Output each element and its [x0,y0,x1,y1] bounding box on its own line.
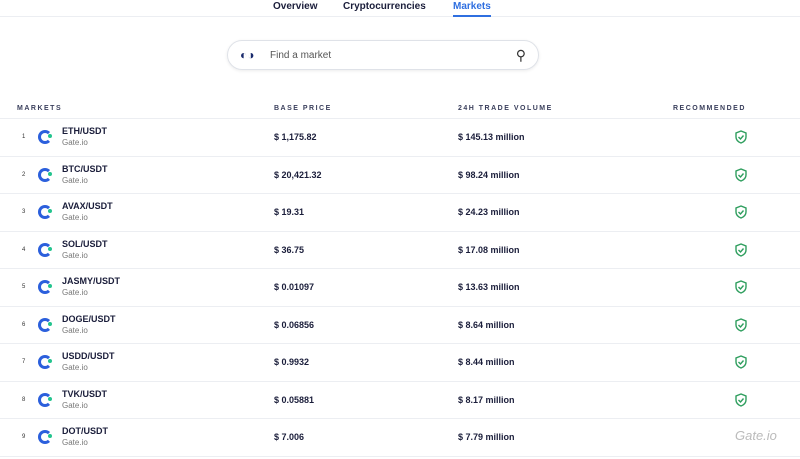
exchange-name: Gate.io [62,250,88,260]
pair-name[interactable]: USDD/USDT [62,351,115,361]
pair-name[interactable]: SOL/USDT [62,238,108,249]
table-header: MARKETS BASE PRICE 24H TRADE VOLUME RECO… [0,105,800,119]
shield-check-icon [735,355,747,369]
exchange-name: Gate.io [62,400,88,410]
shield-check-icon [735,205,747,219]
tab-overview[interactable]: Overview [273,1,318,12]
trade-volume: $ 17.08 million [458,244,520,255]
shield-check-icon [735,242,747,257]
rank: 3 [22,209,26,215]
exchange-icon: ◐◑ [240,48,255,62]
shield-check-icon [735,280,747,294]
base-price: $ 36.75 [274,244,305,255]
table-row[interactable]: 9 DOT/USDT Gate.io $ 7.006 $ 7.79 millio… [0,419,800,457]
exchange-name: Gate.io [62,363,88,372]
base-price: $ 20,421.32 [274,169,322,180]
base-price: $ 1,175.82 [274,132,317,142]
trade-volume: $ 7.79 million [458,432,515,442]
exchange-name: Gate.io [62,325,88,335]
trade-volume: $ 145.13 million [458,132,525,142]
tab-bar: Overview Cryptocurrencies Markets [0,0,800,17]
rank: 7 [22,359,26,365]
rank: 8 [22,396,26,403]
shield-check-icon [735,317,747,332]
header-recommended: RECOMMENDED [673,105,746,112]
header-volume[interactable]: 24H TRADE VOLUME [458,105,553,112]
pair-name[interactable]: ETH/USDT [62,126,107,136]
table-row[interactable]: 2 BTC/USDT Gate.io $ 20,421.32 $ 98.24 m… [0,157,800,194]
exchange-name: Gate.io [62,138,88,147]
trade-volume: $ 8.44 million [458,357,515,367]
table-row[interactable]: 4 SOL/USDT Gate.io $ 36.75 $ 17.08 milli… [0,232,800,269]
pair-name[interactable]: TVK/USDT [62,388,107,399]
trade-volume: $ 8.17 million [458,394,515,405]
gateio-icon [38,280,52,294]
rank: 2 [22,171,26,178]
exchange-name: Gate.io [62,175,88,185]
tab-cryptocurrencies[interactable]: Cryptocurrencies [343,1,426,12]
table-row[interactable]: 7 USDD/USDT Gate.io $ 0.9932 $ 8.44 mill… [0,344,800,382]
pair-name[interactable]: DOGE/USDT [62,313,116,324]
gateio-icon [38,430,52,444]
rank: 4 [22,246,26,253]
table-row[interactable]: 3 AVAX/USDT Gate.io $ 19.31 $ 24.23 mill… [0,194,800,232]
pair-name[interactable]: AVAX/USDT [62,201,113,211]
gateio-icon [38,205,52,219]
trade-volume: $ 24.23 million [458,207,520,217]
gateio-icon [38,317,52,332]
base-price: $ 0.06856 [274,319,315,330]
trade-volume: $ 98.24 million [458,169,520,180]
pair-name[interactable]: JASMY/USDT [62,276,121,286]
table-row[interactable]: 6 DOGE/USDT Gate.io $ 0.06856 $ 8.64 mil… [0,307,800,344]
gateio-icon [38,355,52,369]
tab-markets[interactable]: Markets [453,1,491,17]
exchange-name: Gate.io [62,213,88,222]
base-price: $ 0.05881 [274,394,315,405]
rank: 6 [22,321,26,328]
watermark-logo: Gate.io [735,428,777,443]
header-markets: MARKETS [17,105,63,112]
search-icon[interactable]: ⚲ [515,46,526,63]
rank: 9 [22,434,26,440]
table-row[interactable]: 5 JASMY/USDT Gate.io $ 0.01097 $ 13.63 m… [0,269,800,307]
table-row[interactable]: 8 TVK/USDT Gate.io $ 0.05881 $ 8.17 mill… [0,382,800,419]
rank: 5 [22,284,26,290]
gateio-icon [38,242,52,257]
gateio-icon [38,392,52,407]
pair-name[interactable]: DOT/USDT [62,426,108,436]
trade-volume: $ 13.63 million [458,282,520,292]
base-price: $ 0.9932 [274,357,310,367]
base-price: $ 7.006 [274,432,305,442]
shield-check-icon [735,167,747,182]
pair-name[interactable]: BTC/USDT [62,163,108,174]
rank: 1 [22,134,26,140]
exchange-name: Gate.io [62,438,88,447]
shield-check-icon [735,130,747,144]
shield-check-icon [735,392,747,407]
header-base-price[interactable]: BASE PRICE [274,105,332,112]
base-price: $ 19.31 [274,207,305,217]
table-row[interactable]: 1 ETH/USDT Gate.io $ 1,175.82 $ 145.13 m… [0,119,800,157]
exchange-name: Gate.io [62,288,88,297]
gateio-icon [38,167,52,182]
search-bar[interactable]: ◐◑ ⚲ [227,40,539,70]
trade-volume: $ 8.64 million [458,319,515,330]
base-price: $ 0.01097 [274,282,315,292]
gateio-icon [38,130,52,144]
search-input[interactable] [270,49,516,61]
